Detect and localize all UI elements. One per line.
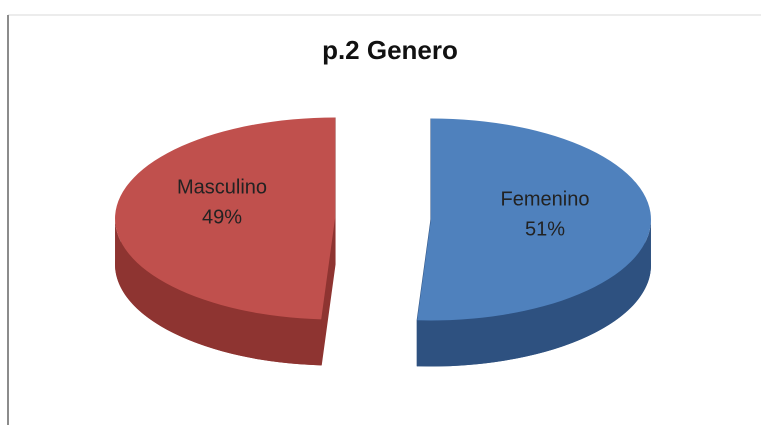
slice-label: Masculino <box>177 176 267 198</box>
slice-wall <box>417 219 651 367</box>
pie: Femenino 51% Masculino 49% <box>115 117 651 367</box>
slice-value-label: 49% <box>202 206 242 228</box>
slice <box>115 117 336 320</box>
slice-value-label: 51% <box>525 218 565 240</box>
slice-wall <box>115 218 322 366</box>
slice <box>417 118 651 321</box>
chart-title: p.2 Genero <box>322 35 458 65</box>
slice-label: Femenino <box>501 188 590 210</box>
